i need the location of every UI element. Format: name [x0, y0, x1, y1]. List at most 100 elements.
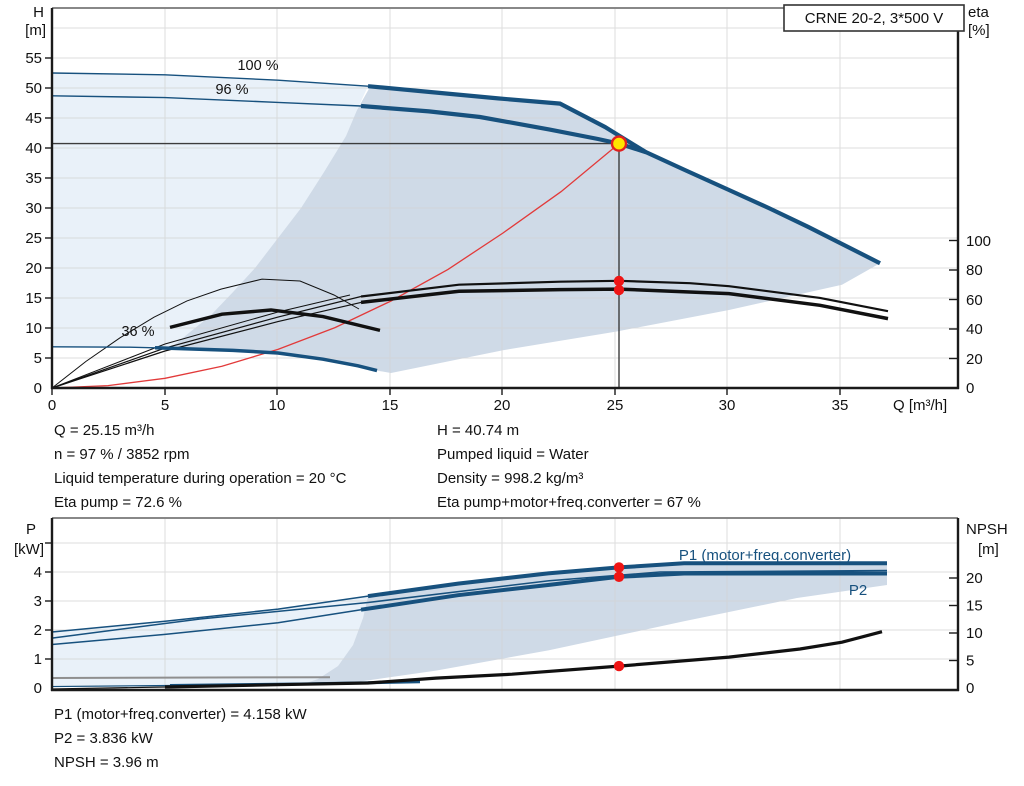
top-light-envelope-area: [52, 73, 368, 347]
npsh-curve-bold: [164, 630, 883, 689]
eta-pump-point: [613, 275, 625, 287]
p1-bold: [367, 561, 887, 599]
eta-tick-labels: 0 20 40 60 80 100: [966, 233, 991, 397]
svg-text:4: 4: [34, 564, 42, 581]
curve-100pct-thin: [51, 72, 369, 87]
svg-text:5: 5: [966, 653, 974, 670]
svg-text:10: 10: [25, 320, 42, 337]
duty-point-crosshair: [52, 142, 620, 388]
bottom-axis-ticks: [45, 542, 958, 662]
npsh-point: [613, 660, 625, 672]
eta-axis-unit: [%]: [968, 22, 990, 39]
svg-text:3: 3: [34, 593, 42, 610]
top-axis-ticks: [45, 57, 958, 395]
svg-text:10: 10: [966, 625, 983, 642]
p-axis-unit: [kW]: [14, 541, 44, 558]
eta-thin-1: [51, 295, 362, 389]
svg-text:20: 20: [966, 351, 983, 368]
svg-text:Eta pump = 72.6 %: Eta pump = 72.6 %: [54, 494, 182, 511]
p1-thin: [51, 595, 369, 633]
svg-text:Eta pump+motor+freq.converter: Eta pump+motor+freq.converter = 67 %: [437, 494, 701, 511]
h-tick-labels: 0 5 10 15 20 25 30 35 40 45 50 55: [25, 50, 42, 397]
svg-text:50: 50: [25, 80, 42, 97]
p2-thin: [51, 608, 362, 646]
bottom-markers: [613, 562, 625, 672]
svg-text:15: 15: [966, 598, 983, 615]
label-p2: P2: [849, 582, 867, 599]
svg-text:40: 40: [966, 321, 983, 338]
eta-bold-low-speed: [169, 308, 381, 333]
top-markers: [610, 135, 628, 296]
bottom-chart: P [kW] NPSH [m] 0 1 2 3 4 0 5 10 15 20 P…: [14, 517, 1008, 697]
eta-pump-bold: [360, 279, 889, 313]
svg-text:5: 5: [34, 350, 42, 367]
label-p1: P1 (motor+freq.converter): [679, 547, 851, 564]
power-curves: [51, 561, 888, 646]
q-tick-labels: 0 5 10 15 20 25 30 35: [48, 397, 849, 414]
svg-text:20: 20: [494, 397, 511, 414]
svg-text:2: 2: [34, 622, 42, 639]
duty-point: [610, 135, 628, 152]
h-axis-unit: [m]: [25, 22, 46, 39]
svg-text:100: 100: [966, 233, 991, 250]
svg-text:Liquid temperature during oper: Liquid temperature during operation = 20…: [54, 470, 347, 487]
svg-text:Q = 25.15 m³/h: Q = 25.15 m³/h: [54, 422, 154, 439]
svg-text:30: 30: [25, 200, 42, 217]
top-gridlines: [52, 8, 958, 388]
p-axis-title: P: [26, 521, 36, 538]
svg-text:10: 10: [269, 397, 286, 414]
svg-text:25: 25: [607, 397, 624, 414]
npsh-curve-thin: [51, 686, 166, 690]
eta-total-point: [613, 284, 625, 296]
svg-text:0: 0: [34, 380, 42, 397]
svg-text:0: 0: [966, 680, 974, 697]
curve-36pct-thin: [51, 346, 156, 349]
eta-axis-title: eta: [968, 4, 990, 21]
svg-text:45: 45: [25, 110, 42, 127]
svg-text:15: 15: [382, 397, 399, 414]
svg-text:30: 30: [719, 397, 736, 414]
svg-text:0: 0: [48, 397, 56, 414]
p2-bold: [360, 571, 887, 612]
npsh-axis-title: NPSH: [966, 521, 1008, 538]
bottom-light-envelope-area: [52, 596, 368, 685]
label-36pct: 36 %: [121, 324, 154, 340]
svg-text:H = 40.74 m: H = 40.74 m: [437, 422, 519, 439]
pump-title: CRNE 20-2, 3*500 V: [805, 10, 943, 27]
eta-100-speed-arc: [51, 278, 360, 389]
svg-text:80: 80: [966, 262, 983, 279]
svg-text:Density = 998.2 kg/m³: Density = 998.2 kg/m³: [437, 470, 583, 487]
svg-text:Pumped liquid = Water: Pumped liquid = Water: [437, 446, 589, 463]
system-curve: [51, 143, 620, 389]
svg-text:NPSH = 3.96 m: NPSH = 3.96 m: [54, 754, 159, 771]
svg-text:55: 55: [25, 50, 42, 67]
curve-96pct-thin: [51, 95, 362, 107]
svg-text:n = 97 % / 3852 rpm: n = 97 % / 3852 rpm: [54, 446, 190, 463]
svg-text:35: 35: [832, 397, 849, 414]
eta-thin-2: [51, 301, 362, 389]
curve-36pct-bold: [154, 346, 378, 373]
pump-title-box: CRNE 20-2, 3*500 V: [783, 4, 965, 32]
svg-text:35: 35: [25, 170, 42, 187]
p1-min-speed-line: [51, 676, 331, 679]
svg-text:P2 = 3.836 kW: P2 = 3.836 kW: [54, 730, 154, 747]
svg-text:0: 0: [34, 680, 42, 697]
svg-text:1: 1: [34, 651, 42, 668]
q-axis-title: Q [m³/h]: [893, 397, 947, 414]
label-100pct: 100 %: [237, 58, 278, 74]
top-dark-envelope-area: [172, 87, 880, 373]
bottom-chart-border: [50, 517, 960, 692]
svg-text:15: 15: [25, 290, 42, 307]
npsh-axis-unit: [m]: [978, 541, 999, 558]
label-96pct: 96 %: [215, 82, 248, 98]
svg-text:25: 25: [25, 230, 42, 247]
p-tick-labels: 0 1 2 3 4: [34, 564, 42, 697]
duty-info-block: Q = 25.15 m³/h n = 97 % / 3852 rpm Liqui…: [54, 422, 701, 511]
power-info-block: P1 (motor+freq.converter) = 4.158 kW P2 …: [54, 706, 307, 771]
p2-point: [613, 571, 625, 582]
svg-text:0: 0: [966, 380, 974, 397]
top-chart: H [m] eta [%] Q [m³/h] 0 5 10 15 20 25 3…: [25, 4, 991, 414]
h-axis-title: H: [33, 4, 44, 21]
